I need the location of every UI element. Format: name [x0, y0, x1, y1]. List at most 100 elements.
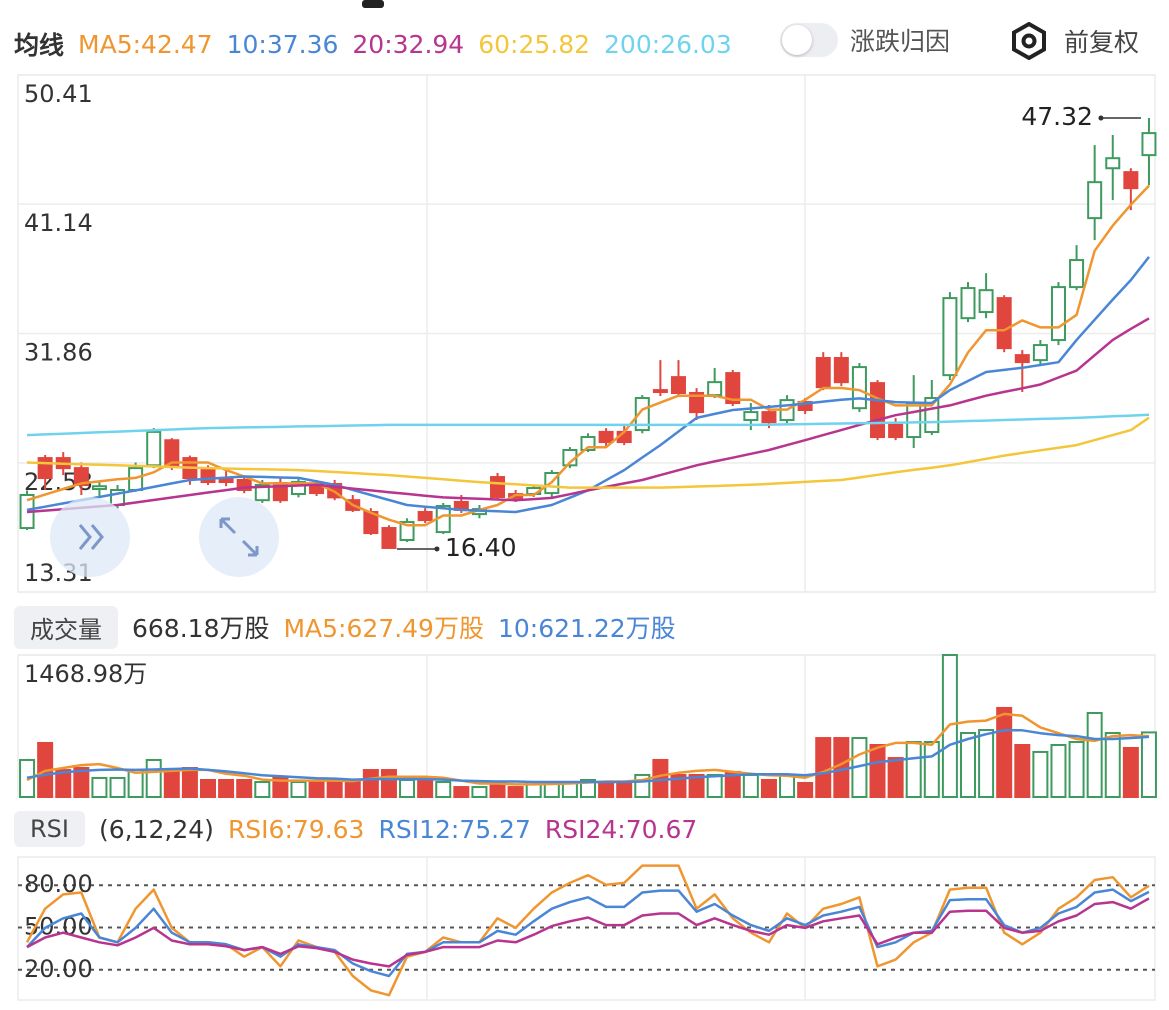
candle-body: [91, 485, 107, 491]
volume-bar: [905, 740, 922, 798]
volume-bar: [598, 781, 615, 798]
settings-dot[interactable]: [1021, 33, 1037, 49]
volume-bar: [109, 776, 126, 798]
legend-entry: 60:25.82: [478, 29, 591, 59]
candle-body: [761, 411, 777, 424]
candle-body: [888, 423, 904, 439]
candle-body: [1105, 157, 1121, 170]
legend-entry: RSI12:75.27: [378, 814, 531, 844]
volume-bar: [1122, 746, 1139, 798]
adjust-setting[interactable]: 前复权: [1010, 22, 1139, 60]
attribution-toggle[interactable]: 涨跌归因: [780, 22, 950, 58]
volume-bar: [435, 781, 452, 798]
fullscreen-button[interactable]: [199, 497, 279, 577]
volume-bar: [978, 729, 995, 799]
volume-bar: [742, 773, 759, 798]
fullscreen-icon[interactable]: [219, 517, 259, 557]
series-line: [26, 888, 1150, 978]
candle-body: [254, 483, 270, 502]
volume-bar: [760, 778, 777, 798]
volume-bar: [923, 740, 940, 798]
y-tick-label: 20.00: [24, 955, 93, 983]
volume-bar: [272, 776, 289, 798]
y-tick-label: 31.86: [24, 339, 93, 367]
volume-bar: [507, 786, 524, 799]
volume-bar: [1086, 711, 1103, 798]
candle-body: [996, 297, 1012, 350]
marker-label: 47.32: [1021, 102, 1093, 131]
candle-body: [73, 467, 89, 486]
candle-body: [1069, 259, 1085, 289]
adjust-label[interactable]: 前复权: [1064, 28, 1140, 57]
volume-bar: [181, 767, 198, 799]
series-line: [26, 317, 1150, 514]
candle-body: [381, 527, 397, 549]
status-notch: [362, 0, 384, 8]
candle-body: [851, 366, 867, 410]
legend-entry: RSI24:70.67: [544, 814, 698, 844]
volume-bar: [55, 769, 72, 799]
candle-body: [164, 439, 180, 467]
candle-body: [1014, 354, 1030, 364]
volume-bar: [815, 737, 832, 799]
volume-bar: [127, 769, 144, 799]
toggle-switch[interactable]: [780, 23, 838, 57]
volume-legend: 成交量 668.18万股 MA5:627.49万股 10:621.22万股: [14, 604, 676, 650]
legend-entry: 10:37.36: [226, 29, 339, 59]
volume-bar: [670, 773, 687, 798]
volume-bar: [19, 758, 36, 799]
candle-body: [236, 478, 252, 491]
y-tick-label: 41.14: [24, 209, 93, 237]
candle-body: [1032, 344, 1048, 362]
candle-body: [906, 402, 922, 439]
volume-bar: [1014, 743, 1031, 798]
candle-body: [670, 376, 686, 395]
fullscreen-button-bg[interactable]: [199, 497, 279, 577]
expand-icon[interactable]: [78, 524, 104, 550]
rsi-tag[interactable]: RSI: [14, 811, 85, 847]
volume-bar: [1068, 740, 1085, 798]
candle-body: [707, 381, 723, 397]
candle-body: [146, 430, 162, 467]
volume-bar: [380, 769, 397, 799]
volume-bar: [580, 778, 596, 798]
toggle-label[interactable]: 涨跌归因: [850, 27, 951, 56]
candle-body: [417, 511, 433, 522]
rsi-legend: RSI (6,12,24) RSI6:79.63 RSI12:75.27 RSI24…: [14, 806, 697, 852]
candle-body: [833, 357, 849, 384]
volume-bar: [344, 781, 361, 798]
volume-bar: [960, 732, 976, 799]
candle-body: [978, 289, 994, 314]
volume-bar: [616, 781, 633, 798]
candle-body: [743, 411, 759, 422]
marker-dot: [1098, 115, 1104, 121]
y-tick-label: 1468.98万: [24, 660, 147, 688]
series-line: [26, 413, 1150, 437]
candle-body: [290, 481, 306, 496]
candle-body: [942, 297, 958, 377]
marker-label: 16.40: [445, 533, 517, 562]
panel-frames: [17, 74, 1156, 1001]
volume-bar: [254, 781, 271, 798]
volume-bar: [362, 769, 379, 799]
candle-body: [960, 287, 976, 320]
rsi-params: (6,12,24): [99, 814, 214, 844]
volume-bar: [453, 786, 470, 799]
volume-tag[interactable]: 成交量: [14, 605, 118, 649]
series-line: [26, 897, 1150, 968]
legend-title: 均线: [14, 31, 65, 60]
settings-hexagon[interactable]: [1012, 22, 1046, 60]
candle-body: [870, 382, 886, 439]
settings-icon[interactable]: [1010, 22, 1048, 60]
y-tick-label: 50.41: [24, 80, 93, 108]
candle-body: [797, 401, 813, 412]
volume-bar: [417, 778, 434, 798]
series-line: [26, 729, 1150, 784]
expand-button[interactable]: [50, 497, 130, 577]
legend-entry: RSI6:79.63: [227, 814, 365, 844]
legend-entry: 20:32.94: [352, 29, 465, 59]
volume-bar: [326, 778, 343, 798]
candle-body: [1123, 171, 1139, 190]
volume-bar: [869, 743, 886, 798]
